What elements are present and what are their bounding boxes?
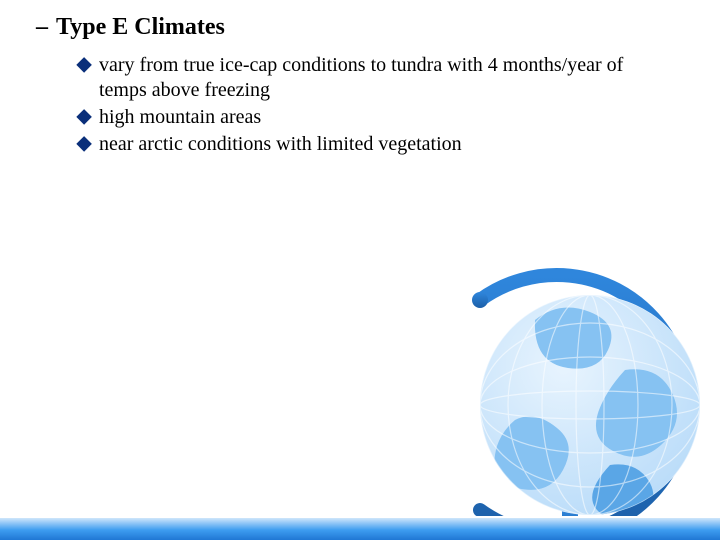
bullet-text: near arctic conditions with limited vege… [99, 132, 462, 157]
globe-icon [420, 250, 710, 540]
heading-row: – Type E Climates [36, 14, 684, 41]
content-area: – Type E Climates vary from true ice-cap… [36, 14, 684, 159]
diamond-icon [76, 109, 92, 125]
list-item: vary from true ice-cap conditions to tun… [80, 53, 684, 103]
diamond-icon [76, 57, 92, 73]
footer-bar [0, 518, 720, 540]
heading-dash: – [36, 14, 48, 41]
bullet-list: vary from true ice-cap conditions to tun… [80, 53, 684, 157]
bullet-text: high mountain areas [99, 105, 261, 130]
list-item: high mountain areas [80, 105, 684, 130]
slide: – Type E Climates vary from true ice-cap… [0, 0, 720, 540]
globe-knob [472, 292, 488, 308]
list-item: near arctic conditions with limited vege… [80, 132, 684, 157]
diamond-icon [76, 136, 92, 152]
globe-graphic [420, 250, 710, 540]
bullet-text: vary from true ice-cap conditions to tun… [99, 53, 659, 103]
heading-text: Type E Climates [56, 14, 225, 41]
